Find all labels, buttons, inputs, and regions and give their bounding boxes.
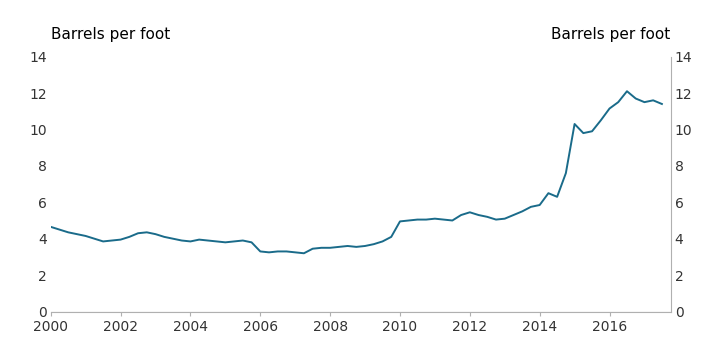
Text: Barrels per foot: Barrels per foot bbox=[552, 28, 671, 42]
Text: Barrels per foot: Barrels per foot bbox=[51, 28, 170, 42]
